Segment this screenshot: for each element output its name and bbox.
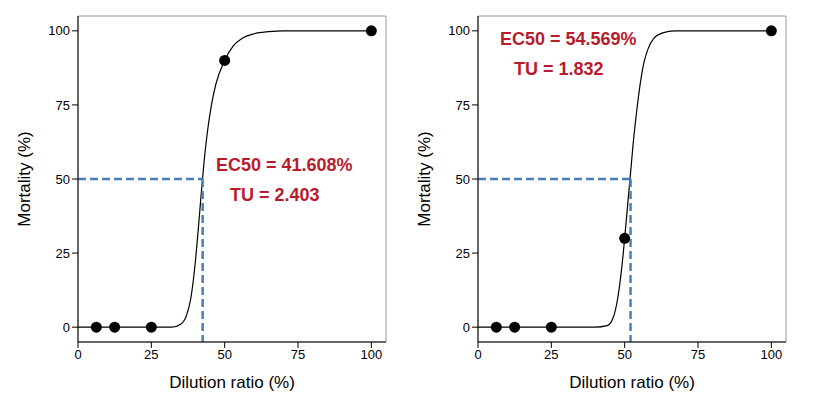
svg-text:Dilution ratio (%): Dilution ratio (%) [169, 373, 295, 392]
svg-text:Dilution ratio (%): Dilution ratio (%) [569, 373, 695, 392]
html-text:TU = 1.832: TU = 1.832 [514, 59, 604, 79]
svg-text:75: 75 [691, 347, 705, 362]
svg-text:50: 50 [456, 172, 470, 187]
svg-text:100: 100 [48, 23, 70, 38]
svg-text:100: 100 [448, 23, 470, 38]
svg-text:25: 25 [456, 246, 470, 261]
svg-text:75: 75 [291, 347, 305, 362]
svg-text:Mortality (%): Mortality (%) [15, 131, 34, 226]
svg-text:25: 25 [544, 347, 558, 362]
svg-text:Mortality (%): Mortality (%) [415, 131, 434, 226]
svg-text:0: 0 [74, 347, 81, 362]
svg-text:50: 50 [617, 347, 631, 362]
svg-text:50: 50 [217, 347, 231, 362]
svg-text:25: 25 [56, 246, 70, 261]
svg-text:0: 0 [474, 347, 481, 362]
html-text:TU = 2.403: TU = 2.403 [230, 185, 320, 205]
svg-text:75: 75 [456, 98, 470, 113]
svg-text:100: 100 [360, 347, 382, 362]
svg-text:0: 0 [63, 320, 70, 335]
html-text:EC50 = 54.569%: EC50 = 54.569% [500, 29, 637, 49]
svg-text:50: 50 [56, 172, 70, 187]
svg-text:25: 25 [144, 347, 158, 362]
svg-text:75: 75 [56, 98, 70, 113]
svg-text:0: 0 [463, 320, 470, 335]
svg-text:100: 100 [760, 347, 782, 362]
html-text:EC50 = 41.608%: EC50 = 41.608% [216, 155, 353, 175]
